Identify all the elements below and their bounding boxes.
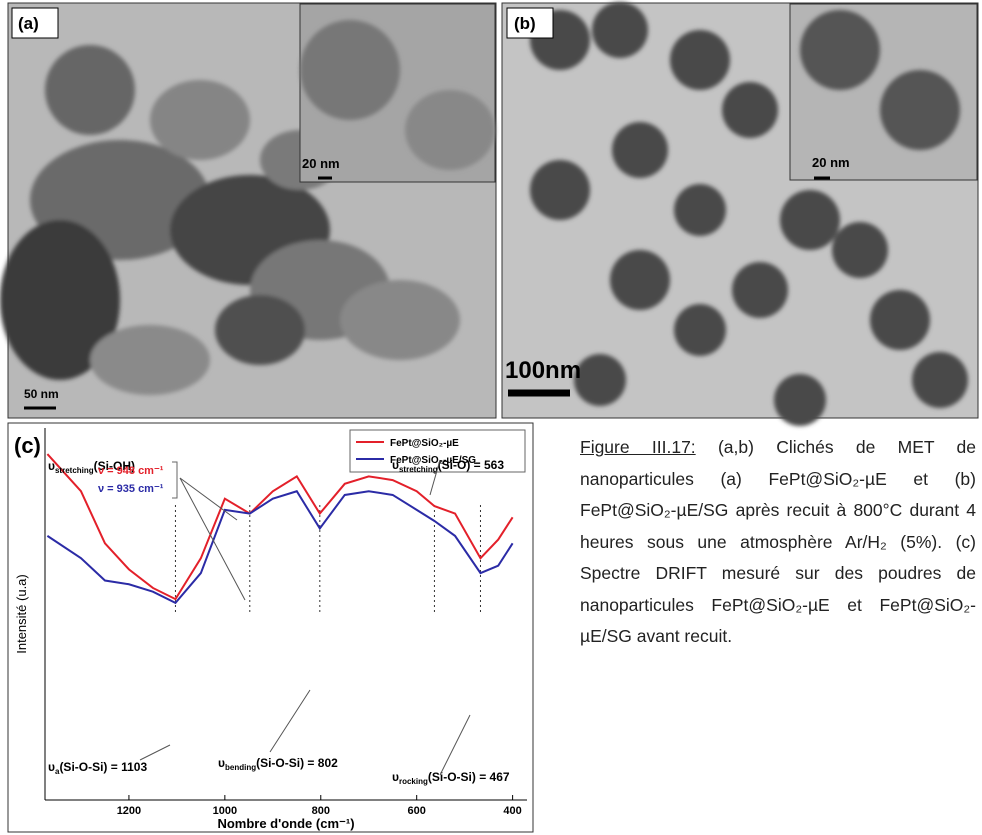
caption-text: (a,b) Clichés de MET de nanoparticules (… — [580, 437, 976, 646]
annotation-part: a — [55, 767, 60, 776]
annotation: υstretching(Si-OH) — [48, 459, 135, 475]
x-tick-label: 1000 — [213, 805, 237, 817]
panel-label: (c) — [14, 433, 41, 458]
annotation: ν = 948 cm⁻¹ — [98, 465, 164, 477]
annotation-part: υ — [218, 756, 225, 770]
bracket — [172, 461, 178, 499]
scale-label: 100nm — [505, 357, 581, 384]
series-line — [46, 490, 514, 605]
caption-label: Figure III.17: — [580, 437, 696, 457]
annotation: ν = 935 cm⁻¹ — [98, 483, 164, 495]
x-tick-label: 600 — [408, 805, 426, 817]
arrow — [179, 477, 246, 601]
annotation-part: stretching — [399, 465, 438, 474]
panel-label: (b) — [514, 14, 536, 33]
series-line — [46, 453, 514, 601]
annotation-part: (Si-O-Si) = 467 — [428, 770, 510, 784]
scale-label: 50 nm — [24, 387, 59, 401]
tem-image-b — [501, 2, 979, 426]
annotation: υbending(Si-O-Si) = 802 — [218, 756, 338, 772]
annotation-part: stretching — [55, 466, 94, 475]
annotation-part: υ — [48, 760, 55, 774]
annotation-part: (Si-OH) — [94, 459, 135, 473]
scale-label: 20 nm — [812, 155, 850, 170]
chart: 1200 1000 800 600 400 Nombre d'onde (cm⁻¹) Int… — [14, 428, 527, 831]
annotation-part: bending — [225, 763, 256, 772]
annotation-part: (Si-O-Si) = 802 — [256, 756, 338, 770]
x-tick-label: 800 — [312, 805, 330, 817]
annotation-part: υ — [48, 459, 55, 473]
arrow — [269, 689, 311, 753]
legend-label: FePt@SiO₂-µE/SG — [390, 455, 476, 466]
arrow — [139, 744, 171, 761]
caption: Figure III.17: (a,b) Clichés de MET de n… — [580, 432, 976, 653]
annotation-part: (Si-O) = 563 — [438, 458, 505, 472]
panel-label: (a) — [18, 14, 39, 33]
annotation-part: ν = 935 cm⁻¹ — [98, 483, 164, 495]
annotation: υrocking(Si-O-Si) = 467 — [392, 770, 510, 786]
tem-image-a — [0, 2, 497, 419]
x-axis-label: Nombre d'onde (cm⁻¹) — [217, 816, 354, 831]
annotation-part: ν = 948 cm⁻¹ — [98, 465, 164, 477]
arrow — [439, 714, 471, 776]
annotation-part: (Si-O-Si) = 1103 — [59, 760, 147, 774]
scale-label: 20 nm — [302, 156, 340, 171]
annotation: υa(Si-O-Si) = 1103 — [48, 760, 147, 776]
arrow — [179, 477, 238, 521]
annotation-part: rocking — [399, 777, 428, 786]
legend-box — [349, 429, 526, 473]
x-tick-label: 400 — [503, 805, 521, 817]
annotation-part: υ — [392, 458, 399, 472]
annotation: υstretching(Si-O) = 563 — [392, 458, 504, 474]
arrow — [429, 459, 441, 496]
annotation-part: υ — [392, 770, 399, 784]
x-tick-label: 1200 — [117, 805, 141, 817]
y-axis-label: Intensité (u.a) — [14, 574, 29, 654]
legend-label: FePt@SiO₂-µE — [390, 438, 459, 449]
